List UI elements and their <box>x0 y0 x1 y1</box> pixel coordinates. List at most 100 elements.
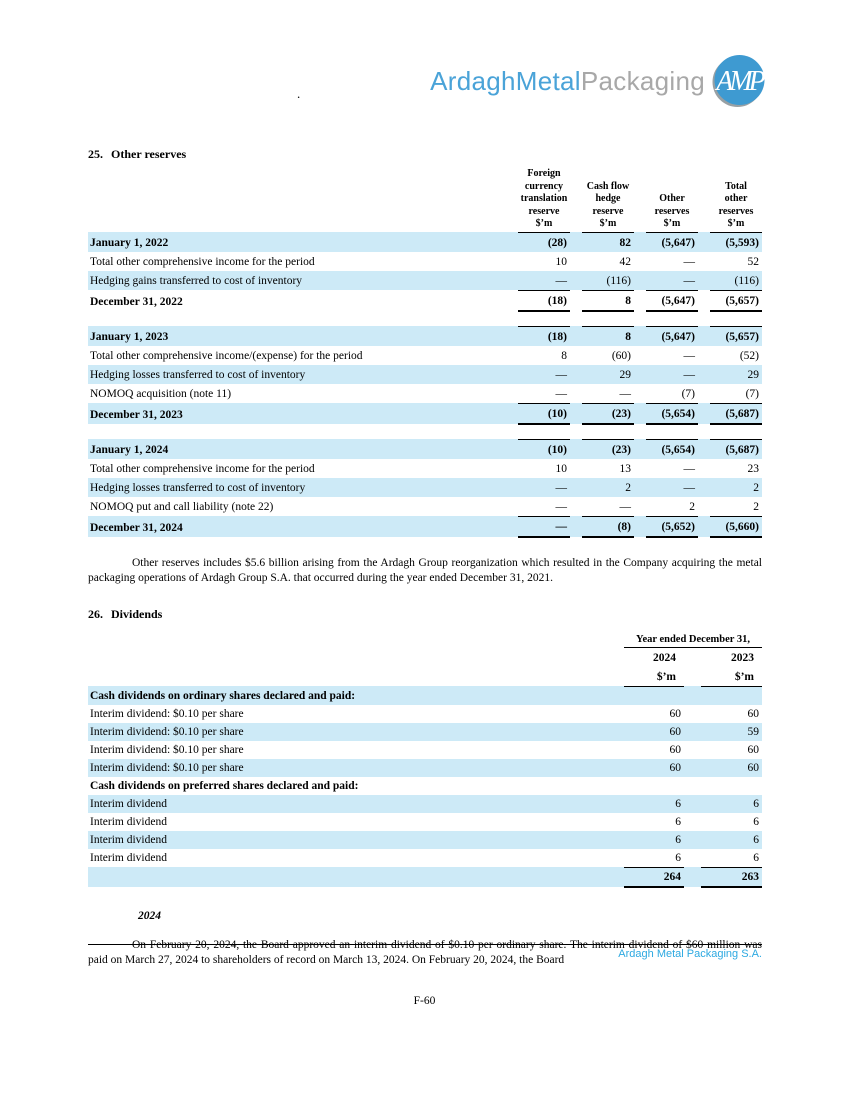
cell-value: (5,593) <box>710 231 762 252</box>
stray-mark: . <box>297 86 301 101</box>
row-label: December 31, 2024 <box>90 521 183 534</box>
page-number: F-60 <box>413 995 436 1007</box>
cell-value: (10) <box>518 438 570 459</box>
page-content: 25. Other reserves Foreign currency trans… <box>88 147 763 969</box>
cell-value <box>701 777 762 795</box>
cell-value: 59 <box>747 725 760 738</box>
cell-value: 60 <box>669 725 682 738</box>
dividends-table: Year ended December 31, 2024 2023 $’m $’… <box>88 629 763 888</box>
cell-value: 8 <box>582 325 634 346</box>
cell-value: 60 <box>747 743 760 756</box>
row-label: Total other comprehensive income for the… <box>90 255 315 268</box>
cell-value: 6 <box>753 797 760 810</box>
unit-label: $’m <box>624 666 684 687</box>
cell-value: 6 <box>675 815 681 828</box>
company-logo: ArdaghMetalPackaging AMP <box>430 54 766 108</box>
cell-value: (23) <box>582 403 634 425</box>
amp-badge-text: AMP <box>714 66 765 97</box>
table-row: Cash dividends on preferred shares decla… <box>88 777 762 795</box>
year-header-row: 2024 2023 <box>88 647 762 667</box>
column-header-0: Foreign currency translation reserve $’m <box>518 168 570 233</box>
logo-wordmark: ArdaghMetalPackaging <box>430 66 705 97</box>
cell-value <box>624 686 684 705</box>
spacer-row <box>88 311 762 327</box>
table-row: Total other comprehensive income for the… <box>88 459 762 478</box>
cell-value: 23 <box>747 462 760 475</box>
cell-value <box>624 777 684 795</box>
year-subheading: 2024 <box>138 909 161 922</box>
cell-value: 29 <box>619 368 632 381</box>
cell-value: (28) <box>518 231 570 252</box>
row-label: Interim dividend: $0.10 per share <box>90 707 244 720</box>
cell-value: (7) <box>710 383 762 404</box>
cell-value: — <box>683 368 696 381</box>
amp-badge-icon: AMP <box>712 55 766 107</box>
section-25-title: Other reserves <box>111 147 187 161</box>
period-header-row: Year ended December 31, <box>88 629 763 648</box>
cell-value: (18) <box>518 325 570 346</box>
row-label: Hedging losses transferred to cost of in… <box>90 368 306 381</box>
cell-value: (5,657) <box>710 325 762 346</box>
cell-value: 263 <box>701 867 763 888</box>
table-row: 264 263 <box>88 867 763 888</box>
cell-value: 60 <box>747 707 760 720</box>
table-row: NOMOQ acquisition (note 11) — — (7) (7) <box>88 383 762 404</box>
cell-value: 2 <box>646 496 698 517</box>
cell-value: — <box>518 516 570 538</box>
row-label: Interim dividend: $0.10 per share <box>90 743 244 756</box>
table-row: Interim dividend: $0.10 per share 60 60 <box>88 758 763 777</box>
cell-value: 42 <box>619 255 632 268</box>
logo-wordmark-secondary: Packaging <box>580 65 705 96</box>
cell-value: (10) <box>518 403 570 425</box>
table-row: December 31, 2022 (18) 8 (5,647) (5,657) <box>88 290 762 312</box>
cell-value: — <box>683 255 696 268</box>
row-label: Interim dividend <box>90 833 167 846</box>
row-label: NOMOQ put and call liability (note 22) <box>90 501 274 513</box>
row-label: January 1, 2022 <box>90 236 169 249</box>
column-header-1: Cash flow hedge reserve $’m <box>582 168 634 233</box>
cell-value: (60) <box>611 349 631 362</box>
cell-value: — <box>518 383 570 404</box>
section-25-heading: 25. Other reserves <box>88 147 762 162</box>
cell-value: (5,687) <box>710 438 762 459</box>
cell-value: (23) <box>582 438 634 459</box>
row-label: Interim dividend: $0.10 per share <box>90 761 244 774</box>
table-row: Interim dividend: $0.10 per share 60 60 <box>88 705 762 723</box>
cell-value: (5,647) <box>646 231 698 252</box>
cell-value: (18) <box>518 290 570 312</box>
row-label: Interim dividend <box>90 852 167 864</box>
cell-value: 60 <box>669 761 682 774</box>
row-label: Hedging losses transferred to cost of in… <box>90 481 306 494</box>
cell-value: (5,652) <box>646 516 698 538</box>
cell-value: 6 <box>624 848 684 868</box>
cell-value: (5,687) <box>710 403 762 425</box>
cell-value: 60 <box>669 743 682 756</box>
cell-value: 264 <box>624 867 684 888</box>
row-label: Total other comprehensive income/(expens… <box>90 349 363 362</box>
column-header-2023: 2023 <box>731 651 755 664</box>
cell-value: — <box>555 368 568 381</box>
cell-value: 6 <box>701 848 763 868</box>
cell-value: (5,660) <box>710 516 762 538</box>
cell-value: (5,654) <box>646 438 698 459</box>
row-label: January 1, 2023 <box>90 330 169 343</box>
cell-value: — <box>683 481 696 494</box>
footer-company: Ardagh Metal Packaging S.A. <box>618 948 762 960</box>
table-row: December 31, 2024 — (8) (5,652) (5,660) <box>88 516 762 538</box>
table-row: Hedging losses transferred to cost of in… <box>88 364 762 384</box>
cell-value: 6 <box>675 833 681 846</box>
cell-value: (7) <box>646 383 698 404</box>
cell-value: 13 <box>619 462 632 475</box>
logo-wordmark-primary: ArdaghMetal <box>430 65 581 96</box>
spacer-row <box>88 424 762 440</box>
cell-value: — <box>582 383 634 404</box>
dividends-table-header: Year ended December 31, 2024 2023 $’m $’… <box>88 629 763 687</box>
table-row: Total other comprehensive income for the… <box>88 252 762 271</box>
row-label: Cash dividends on preferred shares decla… <box>90 779 359 792</box>
row-label: Cash dividends on ordinary shares declar… <box>90 689 356 702</box>
column-header-row: Foreign currency translation reserve $’m… <box>88 168 762 233</box>
row-label: December 31, 2023 <box>90 408 183 421</box>
table-row: Interim dividend: $0.10 per share 60 60 <box>88 741 762 759</box>
table-row: Hedging losses transferred to cost of in… <box>88 477 762 497</box>
cell-value: 6 <box>675 797 681 810</box>
